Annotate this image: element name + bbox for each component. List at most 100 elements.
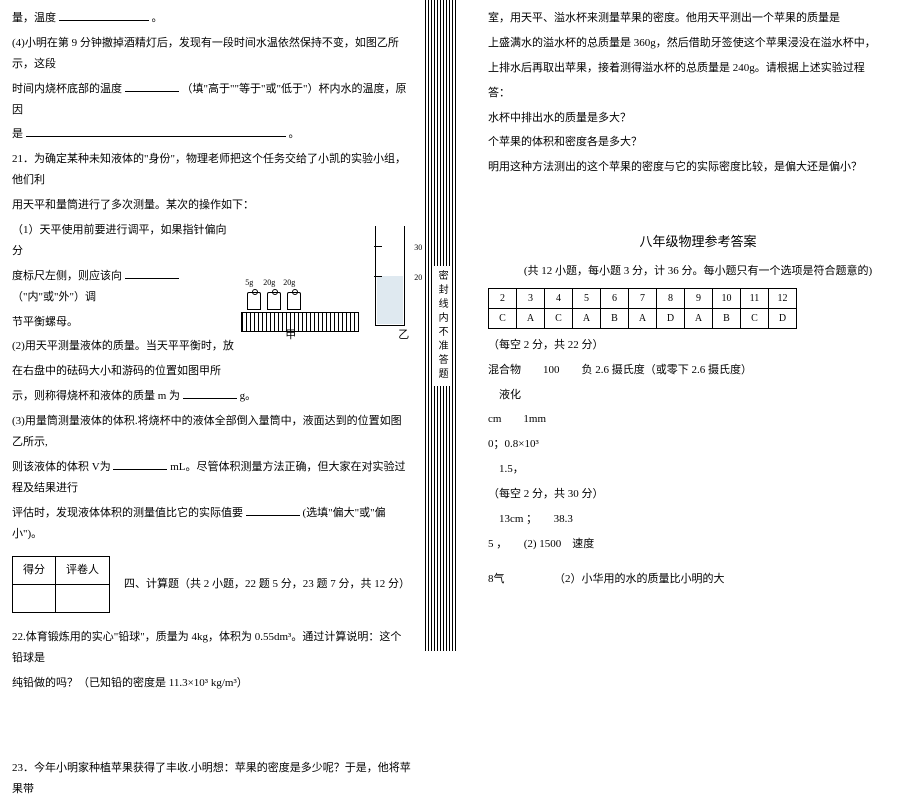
- q21-2b: 在右盘中的砝码大小和游码的位置如图甲所: [12, 361, 411, 382]
- r2: 上盛满水的溢水杯的总质量是 360g，然后借助牙签使这个苹果浸没在溢水杯中，: [488, 33, 908, 54]
- text: 示，则称得烧杯和液体的质量 m 为: [12, 390, 180, 402]
- table-cell: 9: [684, 288, 712, 308]
- blank: [246, 504, 300, 516]
- text: 。: [152, 12, 163, 24]
- table-cell: C: [740, 308, 768, 328]
- grader-header: 评卷人: [56, 557, 110, 585]
- blank: [59, 9, 149, 21]
- text: 时间内烧杯底部的温度: [12, 83, 122, 95]
- q22-b: 纯铅做的吗？（已知铅的密度是 11.3×10³ kg/m³）: [12, 673, 411, 694]
- weight-label: 20g: [283, 275, 295, 290]
- table-cell: 6: [600, 288, 628, 308]
- q23: 23．今年小明家种植苹果获得了丰收.小明想：苹果的密度是多少呢？于是，他将苹果带: [12, 758, 411, 800]
- text: 是: [12, 128, 23, 140]
- workspace-gap: [12, 698, 411, 758]
- balance-scale-icon: [241, 312, 359, 332]
- text: g。: [240, 390, 257, 402]
- binding-text: 密封线内不准答题: [433, 266, 450, 386]
- r6: 个苹果的体积和密度各是多大？: [488, 132, 908, 153]
- a5: 1.5，: [488, 459, 908, 480]
- text: 则该液体的体积 V为: [12, 461, 111, 473]
- answer-row-nums: 2 3 4 5 6 7 8 9 10 11 12: [488, 288, 796, 308]
- balance-cylinder-figure: 5g 20g 20g 30 20 甲 乙: [241, 222, 411, 342]
- weight-icon: [287, 292, 301, 310]
- weight-icon: [267, 292, 281, 310]
- section4-title: 四、计算题（共 2 小题，22 题 5 分，23 题 7 分，共 12 分）: [124, 574, 410, 595]
- table-cell: 2: [488, 288, 516, 308]
- table-cell: A: [572, 308, 600, 328]
- q21-2c: 示，则称得烧杯和液体的质量 m 为 g。: [12, 386, 411, 407]
- q4-line1: (4)小明在第 9 分钟撤掉酒精灯后，发现有一段时间水温依然保持不变，如图乙所示…: [12, 33, 411, 75]
- table-cell: B: [600, 308, 628, 328]
- answer-subtitle: (共 12 小题，每小题 3 分，计 36 分。每小题只有一个选项是符合题意的): [488, 261, 908, 282]
- a6: 13cm ； 38.3: [488, 509, 908, 530]
- table-cell: 5: [572, 288, 600, 308]
- q21-3b: 则该液体的体积 V为 mL。尽管体积测量方法正确，但大家在对实验过程及结果进行: [12, 457, 411, 499]
- cylinder-mark: 30: [414, 240, 422, 255]
- sec2: （每空 2 分，共 22 分）: [488, 335, 908, 356]
- table-cell: 3: [516, 288, 544, 308]
- q21-a: 21．为确定某种未知液体的"身份"，物理老师把这个任务交给了小凯的实验小组，他们…: [12, 149, 411, 191]
- table-cell: A: [684, 308, 712, 328]
- a2: 液化: [488, 385, 908, 406]
- spacer: [488, 182, 908, 222]
- r3: 上排水后再取出苹果，接着测得溢水杯的总质量是 240g。请根据上述实验过程: [488, 58, 908, 79]
- blank: [26, 125, 286, 137]
- score-table: 得分 评卷人: [12, 556, 110, 613]
- score-header: 得分: [13, 557, 56, 585]
- r5: 水杯中排出水的质量是多大？: [488, 108, 908, 129]
- text: 度标尺左侧，则应该向: [12, 270, 122, 282]
- binding-margin: 密封线内不准答题: [423, 0, 460, 651]
- weight-label: 5g: [245, 275, 253, 290]
- a1: 混合物 100 负 2.6 摄氏度（或零下 2.6 摄氏度）: [488, 360, 908, 381]
- table-cell: A: [628, 308, 656, 328]
- text: （"内"或"外"）调: [12, 291, 96, 303]
- figure-caption-right: 乙: [398, 325, 409, 346]
- answer-row-vals: C A C A B A D A B C D: [488, 308, 796, 328]
- figure-caption-left: 甲: [285, 325, 296, 346]
- table-cell: C: [488, 308, 516, 328]
- a7: 5 ， (2) 1500 速度: [488, 534, 908, 555]
- score-cell: [13, 585, 56, 613]
- cylinder-mark: 20: [414, 270, 422, 285]
- cylinder-liquid: [377, 276, 403, 324]
- r1: 室，用天平、溢水杯来测量苹果的密度。他用天平测出一个苹果的质量是: [488, 8, 908, 29]
- table-cell: 4: [544, 288, 572, 308]
- table-cell: 7: [628, 288, 656, 308]
- table-cell: A: [516, 308, 544, 328]
- q21-b: 用天平和量筒进行了多次测量。某次的操作如下：: [12, 195, 411, 216]
- r4: 答：: [488, 83, 908, 104]
- table-cell: 10: [712, 288, 740, 308]
- q21-3a: (3)用量筒测量液体的体积.将烧杯中的液体全部倒入量筒中，液面达到的位置如图乙所…: [12, 411, 411, 453]
- table-cell: D: [656, 308, 684, 328]
- sec3: （每空 2 分，共 30 分）: [488, 484, 908, 505]
- q4-line3: 是 。: [12, 124, 411, 145]
- q22-a: 22.体育锻炼用的实心"铅球"，质量为 4kg，体积为 0.55dm³。通过计算…: [12, 627, 411, 669]
- table-cell: 8: [656, 288, 684, 308]
- text: 。: [289, 128, 300, 140]
- a3: cm 1mm: [488, 409, 908, 430]
- q4-line2: 时间内烧杯底部的温度 （填"高于""等于"或"低于"）杯内水的温度，原因: [12, 79, 411, 121]
- table-cell: B: [712, 308, 740, 328]
- table-cell: 12: [768, 288, 796, 308]
- weight-label: 20g: [263, 275, 275, 290]
- answer-title: 八年级物理参考答案: [488, 230, 908, 255]
- a8: 8气 （2）小华用的水的质量比小明的大: [488, 569, 908, 590]
- table-cell: D: [768, 308, 796, 328]
- r7: 明用这种方法测出的这个苹果的密度与它的实际密度比较，是偏大还是偏小？: [488, 157, 908, 178]
- line-temp: 量，温度 。: [12, 8, 411, 29]
- grader-cell: [56, 585, 110, 613]
- table-cell: C: [544, 308, 572, 328]
- blank: [125, 80, 179, 92]
- blank: [183, 387, 237, 399]
- graduated-cylinder-icon: 30 20: [375, 226, 405, 326]
- text: 评估时，发现液体体积的测量值比它的实际值要: [12, 507, 243, 519]
- text: 量，温度: [12, 12, 56, 24]
- right-column: 室，用天平、溢水杯来测量苹果的密度。他用天平测出一个苹果的质量是 上盛满水的溢水…: [460, 0, 920, 651]
- table-cell: 11: [740, 288, 768, 308]
- left-column: 量，温度 。 (4)小明在第 9 分钟撤掉酒精灯后，发现有一段时间水温依然保持不…: [0, 0, 423, 651]
- a4: 0；0.8×10³: [488, 434, 908, 455]
- answer-table: 2 3 4 5 6 7 8 9 10 11 12 C A C A B A D A: [488, 288, 797, 329]
- q21-3c: 评估时，发现液体体积的测量值比它的实际值要 (选填"偏大"或"偏小")。: [12, 503, 411, 545]
- blank: [113, 458, 167, 470]
